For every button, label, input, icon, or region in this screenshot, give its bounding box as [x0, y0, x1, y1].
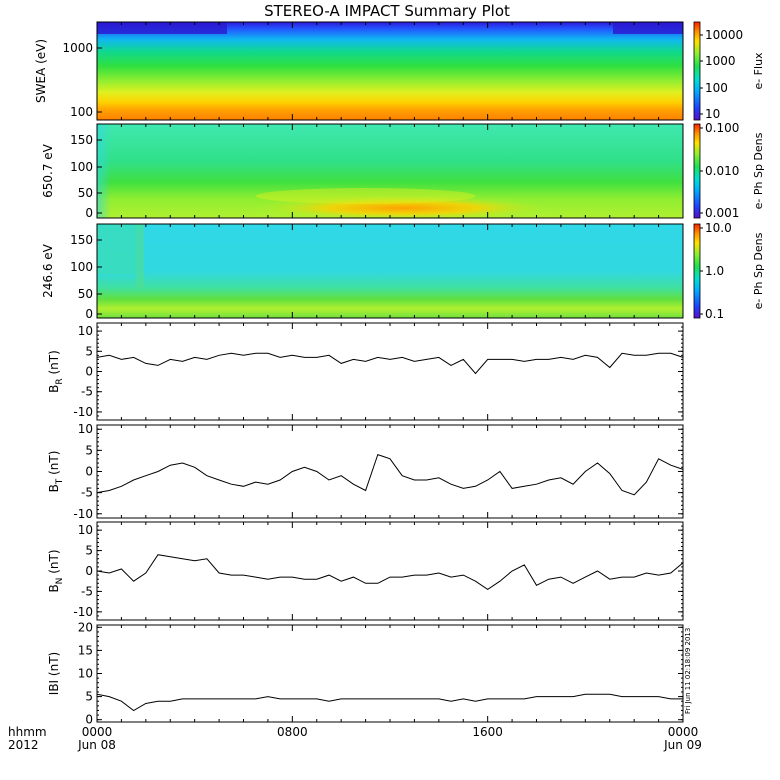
colorbar-bar	[693, 123, 701, 219]
y-axis-label: SWEA (eV)	[34, 39, 48, 103]
y-axis-label: 246.6 eV	[41, 243, 55, 298]
colorbar-tick-label: 10000	[705, 28, 743, 42]
colorbar-tick-label: 0.100	[705, 121, 739, 135]
spectrogram-feature	[97, 124, 111, 218]
x-tick-date-label: Jun 08	[77, 738, 116, 752]
y-tick-label: 5	[85, 544, 93, 558]
y-tick-label: -10	[73, 605, 93, 619]
y-axis-label: 650.7 eV	[41, 143, 55, 198]
colorbar-tick-label: 10	[705, 107, 720, 121]
colorbar-label: e- Ph Sp Dens	[752, 132, 765, 209]
y-tick-label: 5	[85, 443, 93, 457]
y-tick-label: 150	[70, 233, 93, 247]
y-tick-label: 100	[70, 260, 93, 274]
x-axis-lead-label: hhmm	[8, 725, 47, 739]
line-panel-3: 10 5 0 -5 -10 BN (nT)	[47, 521, 684, 621]
chart-title: STEREO-A IMPACT Summary Plot	[264, 2, 510, 20]
panel-frame	[96, 624, 684, 723]
colorbar-bar	[693, 223, 701, 319]
y-tick-label: 10	[78, 667, 93, 681]
y-tick-label: -5	[81, 486, 93, 500]
y-tick-label: 0	[85, 365, 93, 379]
y-tick-label: 0	[85, 307, 93, 321]
y-tick-label: 150	[70, 133, 93, 147]
y-tick-label: -10	[73, 405, 93, 419]
line-panel-2: 10 5 0 -5 -10 BT (nT)	[47, 422, 684, 521]
x-tick-label: 0000	[82, 725, 113, 739]
spectrogram-feature	[97, 22, 227, 34]
y-tick-label: 1000	[62, 41, 93, 55]
colorbar-tick-label: 0.001	[705, 206, 739, 220]
spectrogram-feature	[613, 22, 683, 34]
y-axis-label: IBI (nT)	[47, 652, 61, 695]
timestamp-stamp: Fri Jun 11 02:18:09 2013	[684, 628, 692, 714]
spectrogram-feature	[252, 196, 553, 220]
series-line	[96, 453, 684, 496]
colorbar-label: e- Ph Sp Dens	[752, 232, 765, 309]
y-tick-label: 5	[85, 690, 93, 704]
series-line	[96, 554, 684, 591]
line-panel-4: 20 15 10 5 0 IBI (nT)	[47, 620, 684, 727]
y-tick-label: -10	[73, 507, 93, 521]
series-line	[96, 693, 683, 712]
y-tick-label: 5	[85, 344, 93, 358]
colorbar-tick-label: 0.1	[705, 307, 724, 321]
x-axis-lead-label: 2012	[8, 738, 39, 752]
y-axis-label: BN (nT)	[47, 549, 65, 592]
panel-frame	[96, 424, 684, 519]
y-tick-label: 10	[78, 422, 93, 436]
y-tick-label: 20	[78, 620, 93, 634]
colorbar-1: 10000 1000 100 10 e- Flux	[693, 21, 765, 121]
line-panel-1: 10 5 0 -5 -10 BR (nT)	[47, 322, 684, 421]
y-tick-label: 0	[85, 564, 93, 578]
y-tick-label: 10	[78, 523, 93, 537]
y-tick-label: 15	[78, 643, 93, 657]
colorbar-tick-label: 10.0	[705, 221, 732, 235]
colorbar-tick-label: 1.0	[705, 264, 724, 278]
colorbar-3: 10.0 1.0 0.1 e- Ph Sp Dens	[693, 221, 765, 321]
x-tick-label: 0000	[668, 725, 699, 739]
spectrogram-feature	[255, 188, 476, 204]
colorbar-tick-label: 1000	[705, 54, 736, 68]
y-tick-label: 50	[78, 186, 93, 200]
panel-frame	[96, 521, 684, 621]
colorbar-label: e- Flux	[752, 52, 765, 90]
colorbar-bar	[693, 21, 701, 121]
colorbar-tick-label: 0.010	[705, 164, 739, 178]
spectrogram-image-1	[97, 22, 683, 120]
y-axis-label: BT (nT)	[47, 451, 65, 493]
y-tick-label: 50	[78, 287, 93, 301]
y-tick-label: 100	[70, 105, 93, 119]
y-tick-label: -5	[81, 385, 93, 399]
panel-frame	[96, 322, 684, 421]
y-tick-label: 0	[85, 465, 93, 479]
spectrogram-panel-1: 1000 100 SWEA (eV)	[34, 21, 684, 121]
colorbar-2: 0.100 0.010 0.001 e- Ph Sp Dens	[693, 121, 765, 220]
y-tick-label: -5	[81, 584, 93, 598]
y-tick-label: 100	[70, 160, 93, 174]
y-tick-label: 10	[78, 324, 93, 338]
spectrogram-panel-2: 150 100 50 0 650.7 eV	[41, 123, 684, 220]
spectrogram-panel-3: 150 100 50 0 246.6 eV	[41, 223, 684, 321]
spectrogram-feature	[136, 224, 145, 288]
x-tick-label: 0800	[277, 725, 308, 739]
spectrogram-image-3	[97, 224, 683, 318]
y-tick-label: 0	[85, 206, 93, 220]
x-tick-date-label: Jun 09	[663, 738, 702, 752]
series-line	[96, 352, 684, 375]
colorbar-tick-label: 100	[705, 81, 728, 95]
y-axis-label: BR (nT)	[47, 350, 65, 393]
x-tick-label: 1600	[472, 725, 503, 739]
spectrogram-feature	[97, 224, 137, 274]
y-tick-label: 0	[85, 713, 93, 727]
